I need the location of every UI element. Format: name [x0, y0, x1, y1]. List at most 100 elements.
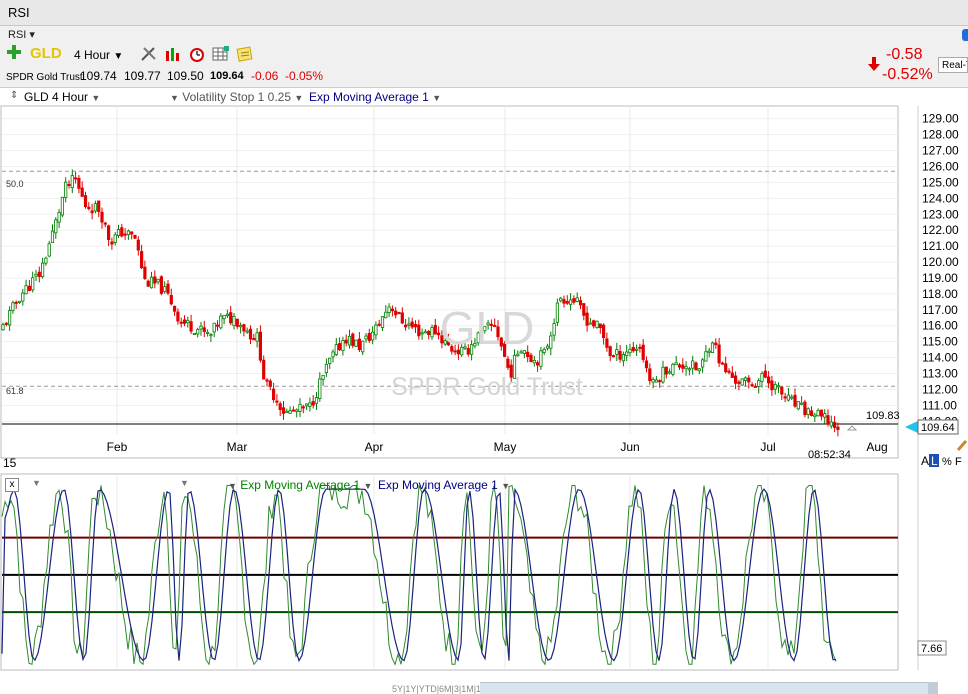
candle-up — [34, 273, 38, 277]
symbol-field[interactable]: GLD — [30, 45, 62, 62]
candle-down — [344, 339, 348, 344]
last-price: 109.64 — [921, 422, 955, 434]
rsi-last-value-box — [917, 640, 947, 656]
candle-down — [67, 183, 71, 186]
resize-handle-icon[interactable]: ⇕ — [10, 90, 19, 101]
y-tick-121: 121.00 — [922, 239, 959, 253]
rsi-chevron-left-icon[interactable]: ▼ — [32, 478, 41, 488]
rsi-grid — [2, 536, 898, 614]
info-icon[interactable] — [962, 29, 968, 41]
candle-up — [816, 409, 820, 417]
candle-down — [262, 359, 266, 380]
candle-up — [829, 421, 833, 427]
pencil-icon[interactable] — [956, 440, 968, 451]
candle-up — [334, 344, 338, 356]
y-tick-125: 125.00 — [922, 175, 959, 189]
layout-menu[interactable]: RSI ▾ — [8, 29, 35, 41]
candle-down — [753, 385, 758, 388]
chart-label[interactable]: GLD 4 Hour ▼ — [24, 90, 101, 104]
scroll-up-icon[interactable] — [846, 425, 858, 431]
interval-select[interactable]: 4 Hour ▼ — [74, 48, 124, 62]
price-change: -0.06 — [251, 69, 279, 83]
scale-button-percent[interactable]: % — [942, 456, 952, 468]
candle-up — [522, 350, 527, 354]
candle-down — [268, 380, 272, 387]
rsi-chevron-right-icon[interactable]: ▼ — [180, 478, 189, 488]
lower-indicator-2[interactable]: Exp Moving Average 1 ▼ — [378, 478, 511, 492]
candle-down — [611, 355, 616, 358]
big-change-percent: -0.52% — [882, 66, 933, 83]
candle-up — [384, 311, 388, 319]
candle-down — [139, 251, 144, 269]
y-tick-114: 114.00 — [922, 351, 958, 365]
candle-up — [380, 316, 385, 328]
tools-icon[interactable] — [140, 46, 158, 62]
horizontal-scrollbar[interactable] — [480, 682, 938, 694]
add-symbol-icon[interactable] — [6, 44, 22, 60]
rsi-series-navy — [1, 487, 837, 663]
price-panel-border — [0, 105, 899, 459]
candle-up — [163, 286, 167, 292]
indicator-ema[interactable]: Exp Moving Average 1 ▼ — [309, 90, 442, 104]
candle-up — [21, 292, 25, 302]
candle-up — [635, 348, 639, 351]
low-price: 109.50 — [167, 69, 204, 83]
alarm-clock-icon[interactable] — [188, 45, 206, 63]
candle-down — [271, 388, 276, 401]
candle-up — [31, 277, 35, 291]
notes-icon[interactable] — [236, 46, 254, 62]
candle-down — [714, 342, 718, 346]
candle-down — [143, 266, 147, 280]
candle-down — [727, 370, 731, 373]
close-panel-button[interactable]: x — [5, 478, 19, 492]
candle-down — [202, 327, 206, 332]
y-tick-117: 117.00 — [922, 303, 958, 317]
scale-button-auto[interactable]: A — [921, 454, 929, 468]
x-tick-feb: Feb — [107, 440, 128, 454]
scale-button-fit[interactable]: F — [955, 456, 962, 468]
high-price: 109.77 — [124, 69, 161, 83]
candle-up — [57, 212, 61, 223]
candle-up — [479, 328, 484, 335]
realtime-button[interactable]: Real-T — [938, 57, 968, 73]
y-tick-122: 122.00 — [922, 223, 959, 237]
candle-up — [47, 243, 51, 257]
candle-down — [377, 323, 381, 326]
scrollbar-handle[interactable] — [928, 682, 938, 694]
y-tick-128: 128.00 — [922, 128, 959, 142]
candle-down — [509, 364, 513, 378]
candle-down — [107, 225, 111, 240]
candle-down — [529, 354, 533, 362]
security-name: SPDR Gold Trust — [6, 72, 83, 83]
candle-up — [295, 409, 299, 412]
candle-down — [466, 348, 470, 355]
grid-table-icon[interactable] — [212, 46, 230, 62]
candle-down — [763, 370, 767, 378]
candle-up — [321, 374, 325, 380]
y-tick-123: 123.00 — [922, 207, 959, 221]
candle-down — [836, 426, 840, 430]
candle-up — [512, 354, 517, 379]
candle-up — [331, 351, 335, 358]
candle-down — [103, 222, 107, 225]
candle-up — [341, 340, 345, 351]
candle-up — [347, 335, 352, 346]
y-tick-126: 126.00 — [922, 160, 959, 174]
scale-buttons: A L % F — [921, 454, 962, 468]
chart-type-icon[interactable] — [164, 46, 182, 62]
lower-indicator-1[interactable]: ▼ Exp Moving Average 1 ▼ — [228, 478, 373, 492]
candle-up — [545, 345, 550, 349]
candle-down — [166, 283, 170, 294]
big-change: -0.58 — [886, 46, 923, 63]
candle-down — [506, 358, 510, 368]
candle-up — [50, 230, 55, 243]
candle-up — [219, 315, 223, 329]
candle-up — [205, 331, 210, 334]
y-tick-120: 120.00 — [922, 255, 959, 269]
scale-button-log[interactable]: L — [931, 454, 938, 468]
indicator-volatility-stop[interactable]: ▼ Volatility Stop 1 0.25 ▼ — [170, 90, 304, 104]
x-tick-jun: Jun — [620, 440, 639, 454]
candle-down — [252, 338, 256, 341]
candle-up — [691, 360, 695, 369]
